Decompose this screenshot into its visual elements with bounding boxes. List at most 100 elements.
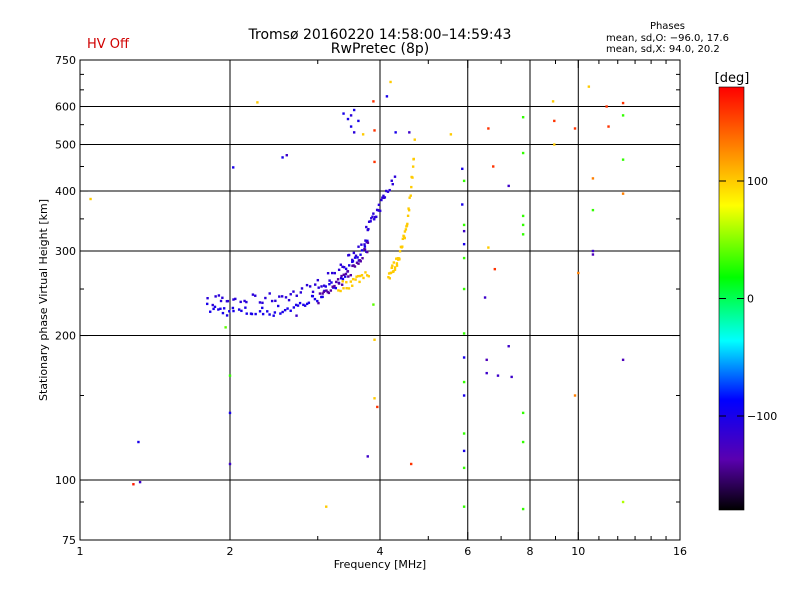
trace-point [330,281,333,284]
trace-point [234,297,237,301]
trace-point [226,299,230,303]
echo-point [485,371,488,375]
trace-point [355,261,359,264]
trace-point [245,300,248,304]
colorbar-tick-label: −100 [747,410,777,423]
trace-point [411,176,414,179]
echo-point [587,85,591,88]
echo-point [389,80,392,84]
trace-point [345,281,348,284]
trace-point [347,253,351,257]
trace-point [250,312,254,316]
trace-point [390,179,393,182]
echo-point [342,112,345,115]
trace-point [381,196,384,199]
trace-point [404,228,408,231]
trace-point [366,241,370,244]
trace-point [387,275,390,279]
echo-point [228,374,232,377]
trace-point [225,314,229,317]
trace-point [390,266,393,270]
trace-point [339,277,343,280]
colorbar-tick-label: 100 [747,175,768,188]
trace-point [342,273,345,276]
x-tick-label: 4 [377,545,384,558]
trace-point [266,310,269,313]
trace-point [342,287,345,290]
echo-point [449,133,453,136]
trace-point [337,268,341,272]
echo-point [346,117,350,121]
echo-point [492,165,495,168]
echo-point [349,114,353,117]
echo-point [621,114,625,117]
trace-point [367,227,370,231]
echo-point [224,326,227,329]
trace-point [362,276,365,280]
trace-point [316,278,320,282]
trace-point [228,310,231,313]
echo-point [521,223,525,227]
trace-point [342,265,346,269]
trace-point [357,262,360,265]
echo-point [487,127,490,130]
echo-points [89,80,625,511]
echo-point [373,129,376,132]
trace-point [268,313,271,316]
trace-point [347,275,350,278]
trace-point [331,271,334,275]
trace-point [322,284,326,287]
y-tick-label: 600 [55,101,76,114]
trace-point [221,296,224,299]
echo-point [373,338,376,341]
echo-point [89,197,92,201]
echo-point [376,405,379,409]
echo-point [462,223,466,227]
trace-point [325,289,328,292]
chart-title: Tromsø 20160220 14:58:00–14:59:43 [248,27,512,43]
echo-point [591,208,595,212]
echo-point [361,133,365,136]
trace-point [273,311,277,314]
trace-point [324,285,327,288]
echo-point [462,466,466,470]
trace-point [333,284,336,288]
echo-point [462,380,466,384]
trace-point [321,295,324,299]
trace-point [280,295,284,298]
trace-point [363,243,366,246]
trace-point [409,194,412,197]
trace-point [361,257,364,260]
trace-point [345,287,348,290]
trace-point [364,271,367,274]
x-tick-label: 8 [527,545,534,558]
echo-point [138,480,142,484]
y-tick-label: 75 [62,534,76,547]
trace-point [359,253,362,256]
trace-point [287,298,291,302]
trace-point [372,212,375,215]
trace-point [413,138,416,141]
trace-point [231,306,235,310]
echo-point [228,411,232,415]
trace-point [360,243,363,246]
trace-point [386,190,390,193]
trace-point [211,303,214,307]
trace-point [353,265,357,268]
echo-point [408,131,411,134]
echo-point [373,397,376,400]
trace-point [292,306,296,309]
trace-point [370,217,373,220]
trace-point [221,311,225,315]
trace-point [284,296,288,299]
trace-point [392,261,396,264]
trace-point [375,215,378,218]
trace-point [364,239,367,242]
echo-point [507,345,510,348]
trace-point [366,250,369,254]
trace-point [261,306,264,310]
echo-point [461,203,464,206]
trace-point [357,274,360,278]
echo-point [591,253,595,256]
